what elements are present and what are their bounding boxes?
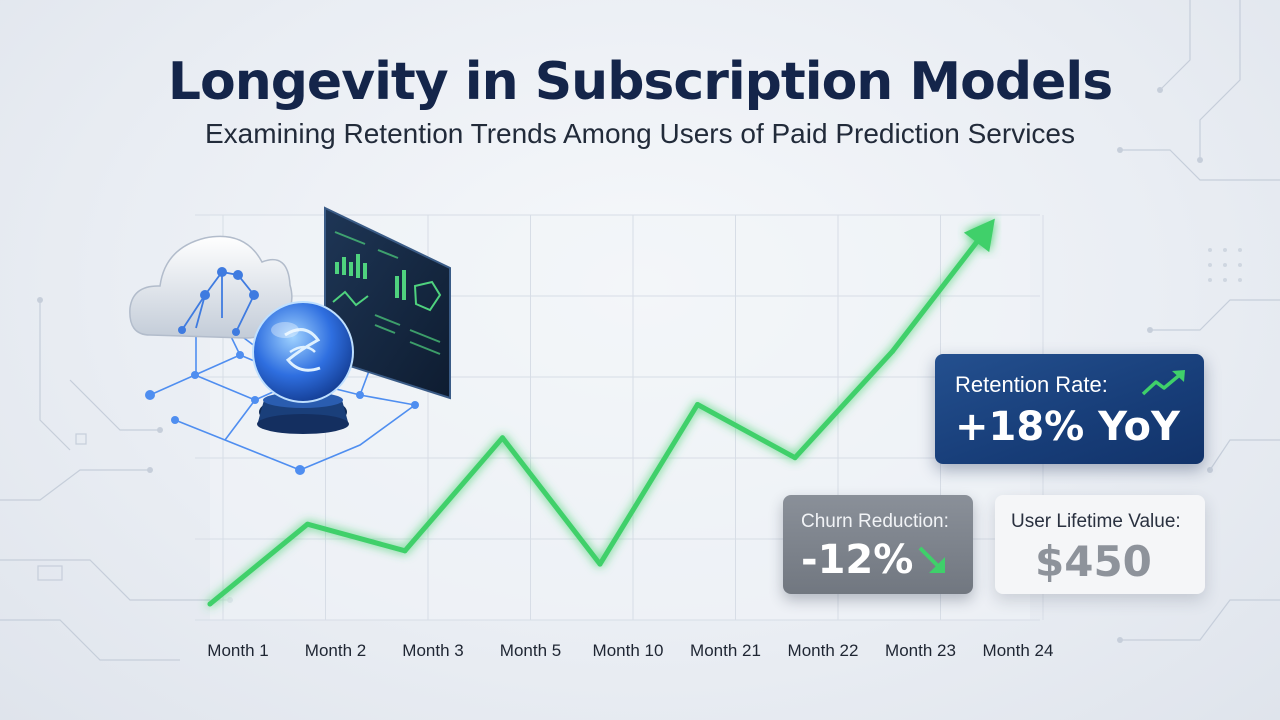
retention-rate-card: Retention Rate: +18% YoY (935, 354, 1204, 464)
x-tick-label: Month 24 (983, 641, 1054, 660)
data-point (402, 548, 408, 554)
x-axis: Month 1 Month 2 Month 3 Month 5 Month 10 Mont… (207, 641, 1053, 660)
trend-arrowhead (963, 218, 995, 253)
data-point (890, 348, 895, 354)
churn-reduction-value: -12% (801, 537, 914, 583)
page-subtitle: Examining Retention Trends Among Users o… (205, 118, 1075, 149)
data-point (597, 561, 603, 567)
lifetime-value-card: User Lifetime Value: $450 (995, 495, 1205, 594)
x-tick-label: Month 10 (593, 641, 664, 660)
retention-rate-value: +18% YoY (955, 404, 1180, 450)
churn-reduction-card: Churn Reduction: -12% (783, 495, 973, 594)
crystal-ball-icon (252, 301, 354, 434)
lifetime-value-value: $450 (1035, 537, 1152, 586)
x-tick-label: Month 3 (402, 641, 463, 660)
churn-reduction-label: Churn Reduction: (801, 511, 949, 532)
page-title: Longevity in Subscription Models (167, 52, 1113, 112)
data-point (695, 402, 700, 407)
data-point (305, 521, 310, 527)
retention-rate-label: Retention Rate: (955, 372, 1108, 397)
x-tick-label: Month 21 (690, 641, 761, 660)
x-tick-label: Month 2 (305, 641, 366, 660)
trend-up-icon (1141, 370, 1185, 396)
lifetime-value-label: User Lifetime Value: (1011, 511, 1181, 532)
x-tick-label: Month 1 (207, 641, 268, 660)
arrow-down-right-icon (918, 546, 945, 573)
data-point (207, 601, 213, 607)
series-group (207, 218, 995, 607)
x-tick-label: Month 5 (500, 641, 561, 660)
x-tick-label: Month 22 (788, 641, 859, 660)
data-point (792, 455, 798, 461)
data-point (500, 435, 505, 441)
x-tick-label: Month 23 (885, 641, 956, 660)
